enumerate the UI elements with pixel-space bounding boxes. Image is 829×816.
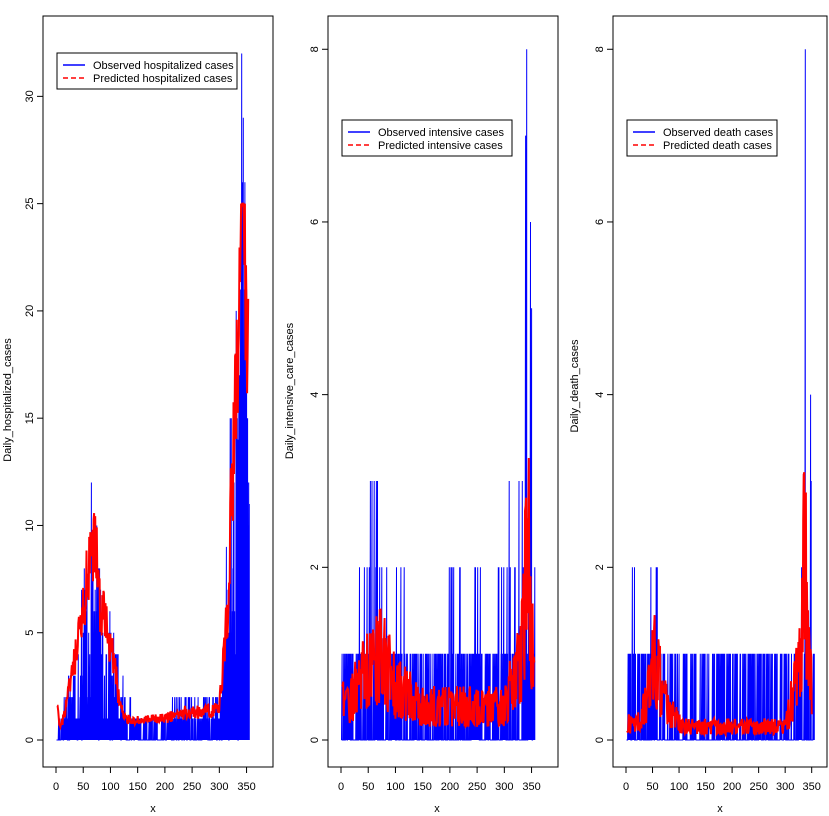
panel-death: 0 50 100 150 200 250 300 350 0 2 4 6 8 x Daily_death… bbox=[569, 15, 828, 815]
y-tick-label: 8 bbox=[309, 46, 321, 52]
y-tick-label: 30 bbox=[24, 90, 36, 102]
y-tick-label: 0 bbox=[24, 737, 36, 743]
x-tick-label: 100 bbox=[670, 781, 688, 793]
x-tick-label: 100 bbox=[386, 781, 404, 793]
x-tick-label: 0 bbox=[623, 781, 629, 793]
legend: Observed intensive cases Predicted inten… bbox=[341, 119, 513, 157]
y-tick-label: 2 bbox=[309, 564, 321, 570]
axis-ticks: 0 50 100 150 200 250 300 350 0 2 4 6 8 bbox=[309, 46, 541, 793]
x-tick-label: 250 bbox=[183, 781, 201, 793]
x-tick-label: 300 bbox=[210, 781, 228, 793]
y-axis-label: Daily_death_cases bbox=[569, 339, 581, 432]
x-tick-label: 0 bbox=[338, 781, 344, 793]
x-axis-label: x bbox=[434, 803, 440, 815]
y-tick-label: 8 bbox=[594, 46, 606, 52]
x-tick-label: 200 bbox=[156, 781, 174, 793]
legend: Observed death cases Predicted death cas… bbox=[626, 119, 778, 157]
y-tick-label: 2 bbox=[594, 564, 606, 570]
series-marks bbox=[341, 49, 536, 741]
x-tick-label: 0 bbox=[53, 781, 59, 793]
y-tick-label: 6 bbox=[594, 219, 606, 225]
predicted-series-line bbox=[626, 472, 813, 739]
x-tick-label: 250 bbox=[468, 781, 486, 793]
y-tick-label: 25 bbox=[24, 198, 36, 210]
y-tick-label: 4 bbox=[309, 392, 321, 398]
observed-series-line bbox=[56, 53, 250, 741]
x-tick-label: 200 bbox=[723, 781, 741, 793]
x-axis-label: x bbox=[717, 803, 723, 815]
panel-hospitalized: 0 50 100 150 200 250 300 350 0 5 10 15 20 25 30 x Dail… bbox=[2, 15, 274, 815]
y-tick-label: 0 bbox=[594, 737, 606, 743]
y-tick-label: 4 bbox=[594, 392, 606, 398]
legend-label-predicted: Predicted hospitalized cases bbox=[93, 73, 233, 85]
axis-ticks: 0 50 100 150 200 250 300 350 0 5 10 15 20 25 30 bbox=[24, 90, 256, 793]
legend-box bbox=[626, 119, 778, 157]
y-axis-label: Daily_intensive_care_cases bbox=[284, 322, 296, 459]
y-axis-label: Daily_hospitalized_cases bbox=[2, 338, 14, 462]
x-tick-label: 250 bbox=[749, 781, 767, 793]
panel-intensive-care: 0 50 100 150 200 250 300 350 0 2 4 6 8 x Daily_inten… bbox=[284, 15, 559, 815]
series-marks bbox=[626, 49, 815, 741]
y-tick-label: 15 bbox=[24, 412, 36, 424]
x-tick-label: 50 bbox=[77, 781, 89, 793]
x-tick-label: 100 bbox=[101, 781, 119, 793]
x-tick-label: 300 bbox=[776, 781, 794, 793]
y-tick-label: 5 bbox=[24, 630, 36, 636]
y-tick-label: 20 bbox=[24, 305, 36, 317]
x-tick-label: 300 bbox=[495, 781, 513, 793]
x-tick-label: 350 bbox=[803, 781, 821, 793]
x-tick-label: 50 bbox=[362, 781, 374, 793]
legend-box bbox=[341, 119, 513, 157]
legend-label-observed: Observed death cases bbox=[663, 127, 774, 139]
predicted-series-line bbox=[341, 457, 536, 729]
legend-label-observed: Observed intensive cases bbox=[378, 127, 504, 139]
x-tick-label: 50 bbox=[646, 781, 658, 793]
axis-ticks: 0 50 100 150 200 250 300 350 0 2 4 6 8 bbox=[594, 46, 821, 793]
legend: Observed hospitalized cases Predicted ho… bbox=[56, 52, 238, 90]
y-tick-label: 0 bbox=[309, 737, 321, 743]
x-tick-label: 350 bbox=[522, 781, 540, 793]
legend-label-predicted: Predicted intensive cases bbox=[378, 140, 503, 152]
observed-series-line bbox=[341, 49, 536, 741]
legend-label-predicted: Predicted death cases bbox=[663, 140, 772, 152]
series-marks bbox=[56, 53, 250, 741]
x-tick-label: 150 bbox=[696, 781, 714, 793]
y-tick-label: 6 bbox=[309, 219, 321, 225]
predicted-series-line bbox=[56, 202, 250, 731]
y-tick-label: 10 bbox=[24, 519, 36, 531]
x-axis-label: x bbox=[150, 803, 156, 815]
x-tick-label: 350 bbox=[237, 781, 255, 793]
legend-label-observed: Observed hospitalized cases bbox=[93, 60, 234, 72]
legend-box bbox=[56, 52, 238, 90]
x-tick-label: 150 bbox=[128, 781, 146, 793]
x-tick-label: 150 bbox=[413, 781, 431, 793]
x-tick-label: 200 bbox=[441, 781, 459, 793]
